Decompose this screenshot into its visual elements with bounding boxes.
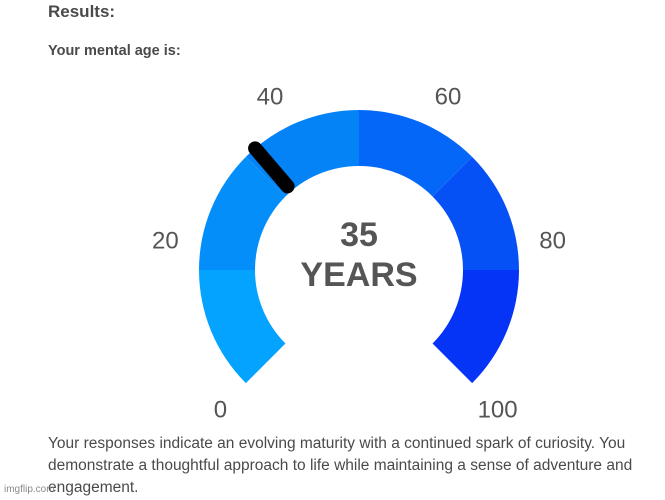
gauge-segment-5 bbox=[432, 156, 519, 270]
gauge-tick-labels: 0 20 40 60 80 100 bbox=[152, 83, 566, 423]
tick-label-40: 40 bbox=[257, 83, 284, 110]
result-description: Your responses indicate an evolving matu… bbox=[48, 435, 633, 496]
results-heading: Results: bbox=[48, 2, 116, 21]
gauge-value-unit: YEARS bbox=[300, 256, 417, 294]
tick-label-100: 100 bbox=[478, 397, 518, 424]
tick-label-0: 0 bbox=[214, 397, 227, 424]
tick-label-80: 80 bbox=[539, 227, 566, 254]
gauge-value-number: 35 bbox=[340, 216, 378, 254]
tick-label-20: 20 bbox=[152, 227, 179, 254]
gauge-segment-6 bbox=[432, 270, 519, 384]
gauge-needle bbox=[248, 141, 295, 194]
imgflip-watermark: imgflip.com bbox=[4, 484, 55, 495]
mental-age-subheading: Your mental age is: bbox=[48, 43, 181, 59]
gauge-segment-1 bbox=[199, 270, 286, 384]
gauge-segment-4 bbox=[359, 110, 473, 197]
mental-age-gauge: 0 20 40 60 80 100 35 YEARS bbox=[152, 83, 566, 423]
tick-label-60: 60 bbox=[435, 83, 462, 110]
gauge-segment-2 bbox=[199, 156, 286, 270]
